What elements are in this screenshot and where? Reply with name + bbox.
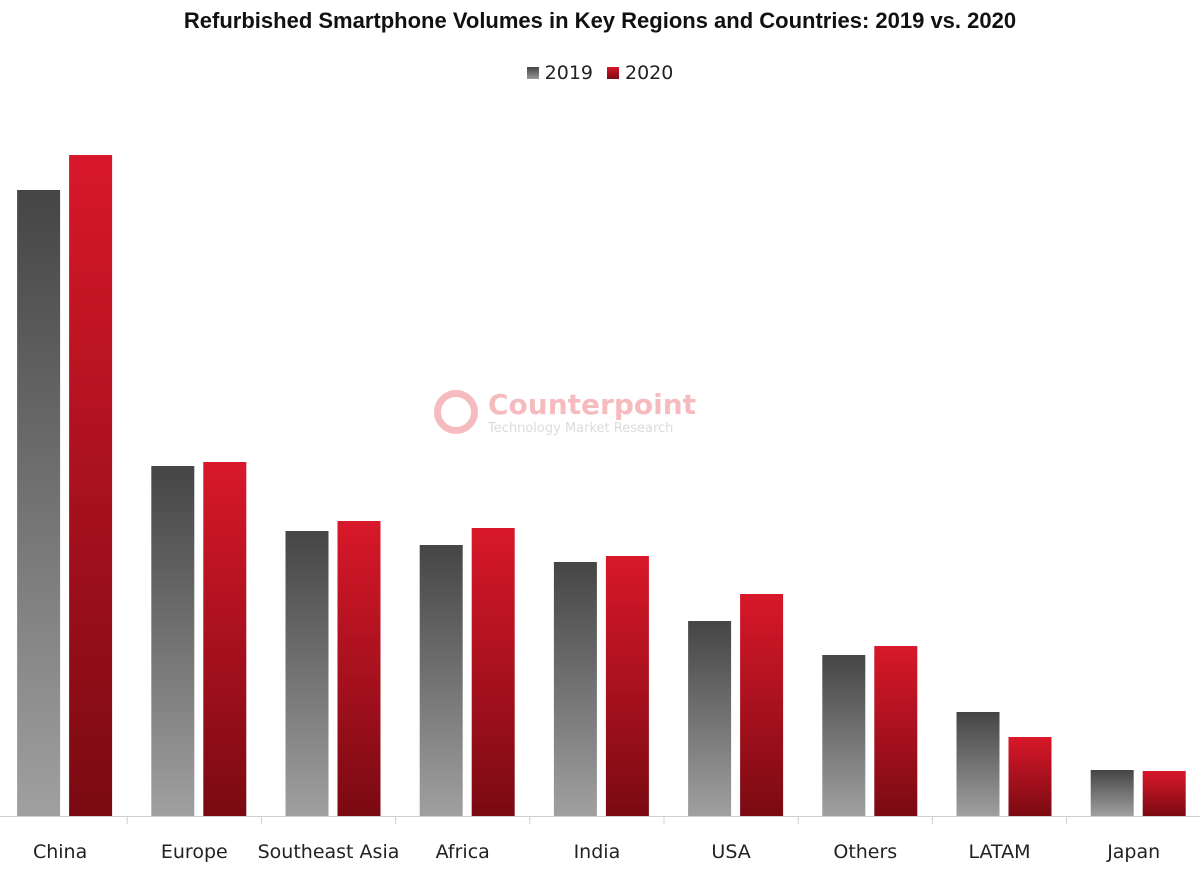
bar-2020-europe	[203, 462, 247, 816]
bar-2019-india	[553, 562, 597, 816]
bar-2020-southeast-asia	[337, 521, 381, 816]
chart-title: Refurbished Smartphone Volumes in Key Re…	[183, 8, 1017, 33]
legend-swatch-2019	[526, 67, 539, 79]
bar-2020-usa	[740, 594, 784, 816]
x-tick-label: Southeast Asia	[258, 841, 400, 863]
bar-2019-others	[822, 655, 866, 816]
x-tick-label: India	[574, 841, 621, 863]
bar-2020-others	[874, 646, 918, 816]
x-tick-label: Japan	[1106, 841, 1160, 863]
legend-item-2019: 2019	[526, 62, 593, 84]
bar-2019-latam	[956, 712, 1000, 816]
x-tick-label: Africa	[436, 841, 490, 863]
counterpoint-logo-icon	[434, 390, 478, 434]
legend-label-2020: 2020	[625, 62, 674, 84]
bar-2019-southeast-asia	[285, 531, 329, 816]
bar-2020-china	[69, 155, 113, 816]
x-tick-label: USA	[711, 841, 750, 863]
watermark-name: Counterpoint	[488, 388, 697, 421]
bar-2020-africa	[471, 528, 515, 816]
legend-label-2019: 2019	[544, 62, 593, 84]
legend-item-2020: 2020	[607, 62, 673, 84]
bar-2019-japan	[1090, 770, 1134, 816]
x-tick-label: LATAM	[968, 841, 1030, 863]
legend-swatch-2020	[607, 67, 619, 79]
bar-2019-china	[17, 190, 61, 816]
watermark-tagline: Technology Market Research	[488, 421, 674, 436]
x-tick-label: Others	[833, 841, 897, 863]
bar-2020-india	[605, 556, 649, 816]
counterpoint-watermark: Counterpoint Technology Market Research	[434, 388, 696, 436]
bar-2020-latam	[1008, 737, 1052, 816]
legend: 2019 2020	[0, 62, 1200, 84]
x-tick-label: Europe	[161, 841, 228, 863]
bar-2019-africa	[419, 545, 463, 816]
bar-2020-japan	[1142, 771, 1186, 816]
bar-2019-europe	[151, 466, 195, 816]
bar-2019-usa	[688, 621, 732, 816]
x-tick-label: China	[33, 841, 87, 863]
